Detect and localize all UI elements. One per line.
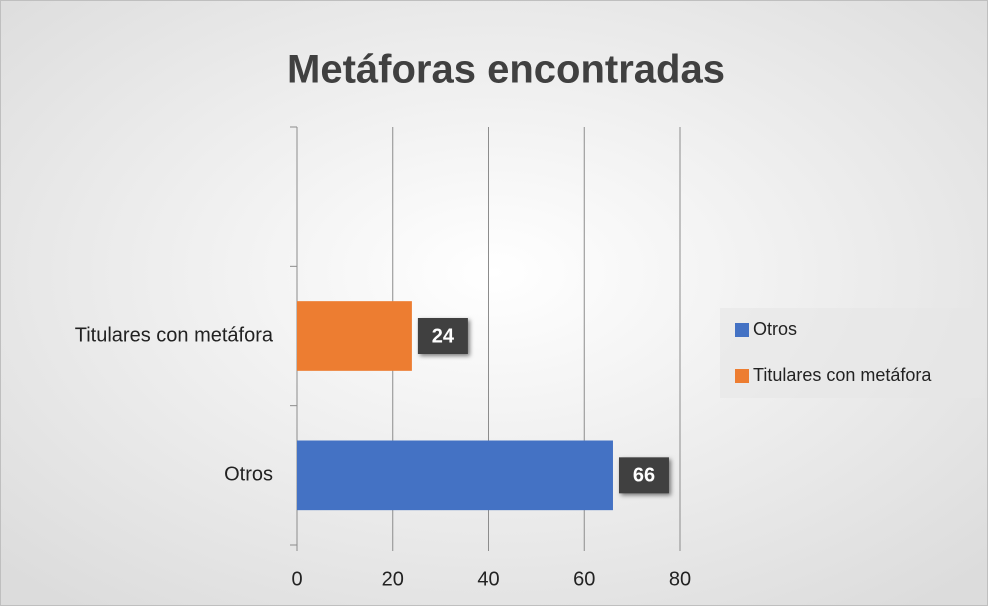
y-tick-label: Otros bbox=[224, 464, 273, 486]
bar bbox=[297, 301, 412, 371]
x-tick-label: 80 bbox=[669, 568, 691, 590]
data-label: 66 bbox=[633, 465, 655, 487]
legend-box bbox=[720, 308, 985, 398]
x-tick-label: 0 bbox=[291, 568, 302, 590]
legend-swatch bbox=[735, 323, 749, 337]
x-tick-label: 60 bbox=[573, 568, 595, 590]
data-label-box bbox=[417, 318, 468, 354]
chart-title: Metáforas encontradas bbox=[287, 48, 725, 92]
data-label: 24 bbox=[432, 325, 455, 347]
bar bbox=[297, 440, 613, 511]
x-tick-label: 40 bbox=[477, 568, 499, 590]
legend-label: Otros bbox=[753, 319, 797, 339]
x-tick-label: 20 bbox=[382, 568, 404, 590]
y-tick-label: Titulares con metáfora bbox=[75, 324, 274, 346]
legend-label: Titulares con metáfora bbox=[753, 365, 932, 385]
legend-swatch bbox=[735, 369, 749, 383]
data-label-box bbox=[618, 457, 669, 494]
